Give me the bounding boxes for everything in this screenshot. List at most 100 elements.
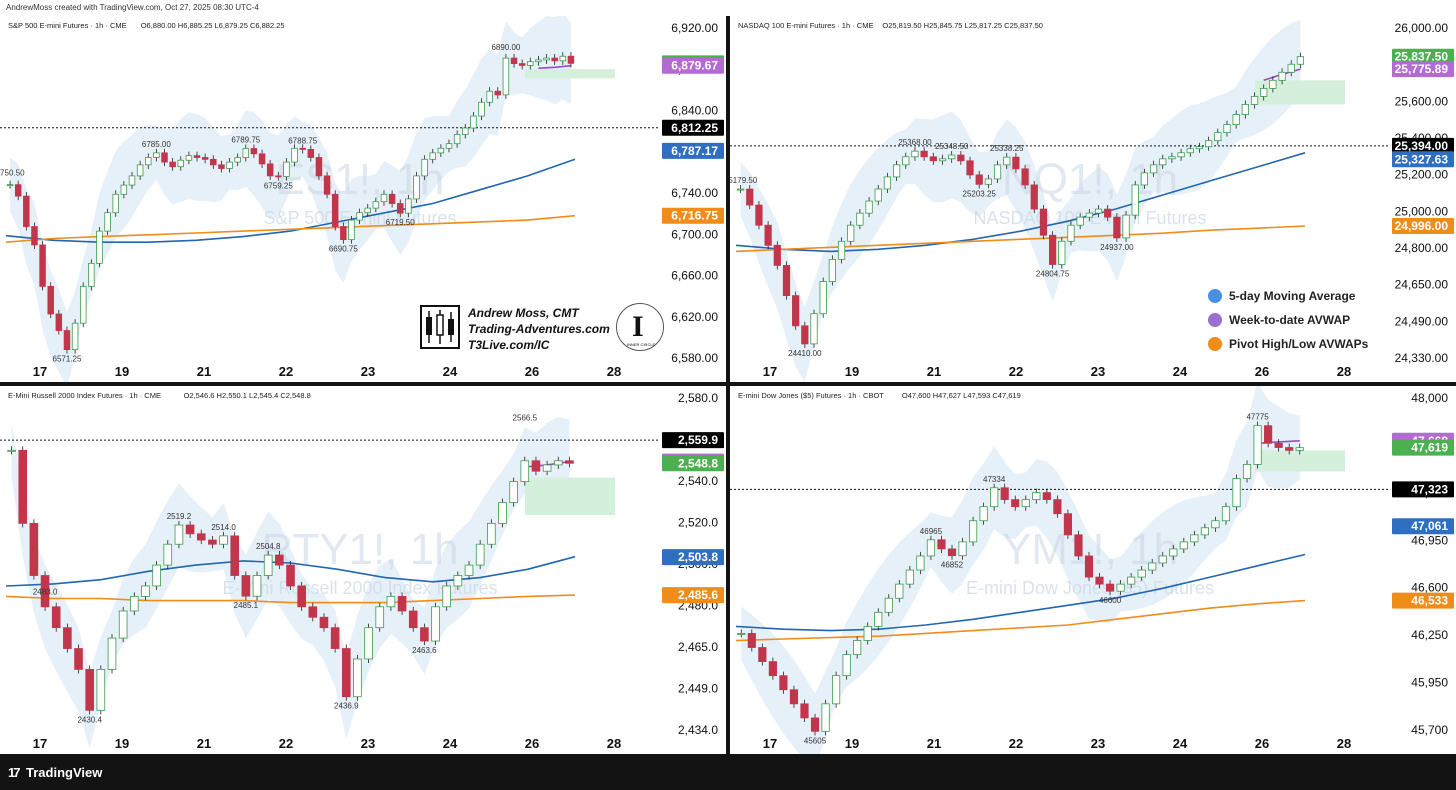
y-tick-label: 48,000 (1411, 391, 1448, 405)
ym-chart-panel[interactable]: YM1!, 1h E-mini Dow Jones ($5) Futures 456… (730, 386, 1456, 754)
candle-body (1039, 208, 1048, 236)
x-tick-label: 17 (763, 364, 777, 379)
candle-body (498, 502, 507, 524)
candle-body (1200, 527, 1209, 536)
x-tick-label: 24 (443, 364, 458, 379)
watermark-name: NASDAQ 100 E-mini Futures (973, 208, 1206, 228)
candle-body (230, 535, 240, 576)
candle (14, 180, 22, 201)
legend-label: Pivot High/Low AVWAPs (1229, 337, 1369, 351)
candle (163, 540, 173, 570)
candle (531, 456, 541, 476)
candle-body (487, 522, 496, 545)
candle (1058, 237, 1066, 269)
candle-body (63, 330, 71, 351)
candle-body (163, 543, 173, 566)
candle (979, 502, 988, 525)
candle (559, 52, 567, 65)
candle-body (1149, 164, 1158, 174)
candle (275, 171, 282, 181)
candle (234, 153, 241, 167)
candle-body (1003, 156, 1011, 166)
es-chart-panel[interactable]: ES1!, 1hS&P 500 E-mini Futures6750.50657… (0, 16, 726, 382)
candle-body (947, 548, 957, 557)
candle-body (208, 539, 217, 545)
x-tick-label: 17 (763, 736, 777, 751)
price-label: 2,503.8 (662, 549, 724, 566)
candle (266, 159, 274, 180)
tradingview-logo[interactable]: 17 TradingView (8, 765, 102, 780)
candle (7, 446, 16, 455)
candle (498, 498, 507, 528)
candle-body (323, 175, 331, 195)
x-tick-label: 17 (33, 364, 47, 379)
candle-body (736, 188, 745, 191)
candle (185, 520, 195, 538)
demand-zone (1255, 450, 1345, 472)
ohlc-readout: O6,880.00 H6,885.25 L6,879.25 C6,882.25 (141, 21, 285, 30)
candle (63, 326, 71, 354)
candle-body (445, 143, 453, 149)
candle (40, 571, 50, 611)
author-text: Andrew Moss, CMT Trading-Adventures.com … (468, 305, 610, 353)
candle-body (747, 633, 756, 648)
price-label-text: 2,548.8 (678, 456, 718, 470)
candle-body (486, 90, 493, 103)
candle (250, 144, 258, 158)
candle (145, 153, 152, 169)
inner-circle-letter: I (632, 310, 644, 343)
y-tick-label: 45,950 (1411, 676, 1448, 690)
candle (1113, 213, 1121, 242)
rty-chart-panel[interactable]: RTY1!, 1h E-Mini Russell 2000 Index Futur… (0, 386, 726, 754)
candle (821, 699, 830, 736)
x-tick-label: 26 (525, 364, 539, 379)
candle-body (1131, 184, 1139, 216)
candle (1137, 565, 1146, 582)
candle-body (39, 244, 46, 287)
candle-body (755, 204, 763, 226)
candle (141, 581, 150, 601)
candle-body (174, 524, 184, 545)
price-label-box (662, 549, 724, 566)
price-label: 47,061 (1392, 518, 1454, 535)
candle (275, 551, 284, 570)
candle-body (226, 161, 233, 169)
y-tick-label: 2,580.0 (678, 391, 718, 405)
candle-body (1012, 156, 1020, 170)
candle-body (462, 127, 469, 135)
candle-body (1058, 240, 1066, 265)
price-label: 6,812.25 (662, 119, 724, 136)
candle-body (895, 583, 904, 599)
price-annotation: 6788.75 (288, 136, 317, 145)
candle-body (120, 184, 128, 195)
price-label-box (662, 142, 724, 159)
candle (29, 519, 39, 580)
y-tick-label: 6,700.00 (671, 227, 718, 241)
candle (895, 580, 904, 603)
price-annotation: 6571.25 (53, 355, 82, 364)
candle (1186, 144, 1194, 157)
candle (297, 581, 306, 611)
y-tick-label: 6,660.00 (671, 269, 718, 283)
candle (905, 565, 914, 589)
candle-body (375, 606, 385, 629)
candle-body (1221, 506, 1231, 522)
candle-body (136, 164, 144, 177)
candle-body (1049, 234, 1057, 265)
candle-body (1063, 513, 1073, 536)
candle (230, 531, 240, 580)
candle-body (531, 460, 541, 472)
candle-body (863, 625, 872, 641)
candle-body (1116, 583, 1125, 592)
candle (747, 629, 756, 652)
candle-body (1104, 208, 1112, 218)
x-tick-label: 28 (607, 736, 621, 751)
candle-body (297, 585, 306, 608)
x-tick-label: 26 (1255, 364, 1269, 379)
candle-body (1094, 208, 1103, 214)
candle (63, 623, 72, 653)
candle (47, 282, 54, 319)
candle (810, 713, 820, 736)
candle (1285, 443, 1294, 455)
